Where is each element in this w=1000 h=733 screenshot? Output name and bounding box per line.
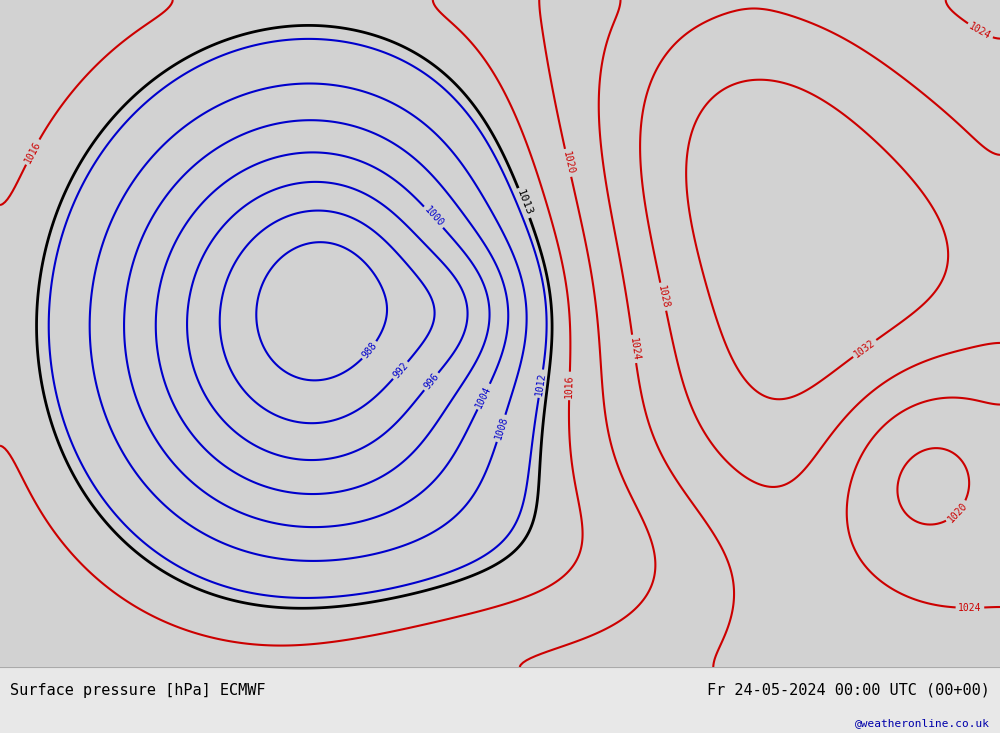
Text: 1032: 1032 (852, 337, 877, 359)
Text: 1028: 1028 (656, 284, 670, 309)
Text: 1024: 1024 (627, 336, 641, 361)
Text: 1024: 1024 (967, 21, 993, 41)
Text: 992: 992 (391, 361, 410, 380)
Text: @weatheronline.co.uk: @weatheronline.co.uk (855, 718, 990, 728)
Text: 988: 988 (360, 340, 379, 360)
Text: 1008: 1008 (493, 416, 509, 441)
Text: 996: 996 (422, 372, 441, 391)
Text: 1000: 1000 (422, 205, 445, 229)
Text: 1016: 1016 (564, 374, 575, 398)
Text: 1013: 1013 (515, 188, 534, 218)
Text: 1020: 1020 (561, 150, 575, 175)
Text: 1024: 1024 (958, 603, 982, 613)
Text: 1012: 1012 (534, 372, 548, 396)
Text: Fr 24-05-2024 00:00 UTC (00+00): Fr 24-05-2024 00:00 UTC (00+00) (707, 682, 990, 698)
Text: 1020: 1020 (946, 500, 969, 524)
Text: 1016: 1016 (23, 139, 43, 165)
Text: Surface pressure [hPa] ECMWF: Surface pressure [hPa] ECMWF (10, 682, 266, 698)
Text: 1004: 1004 (474, 384, 493, 409)
